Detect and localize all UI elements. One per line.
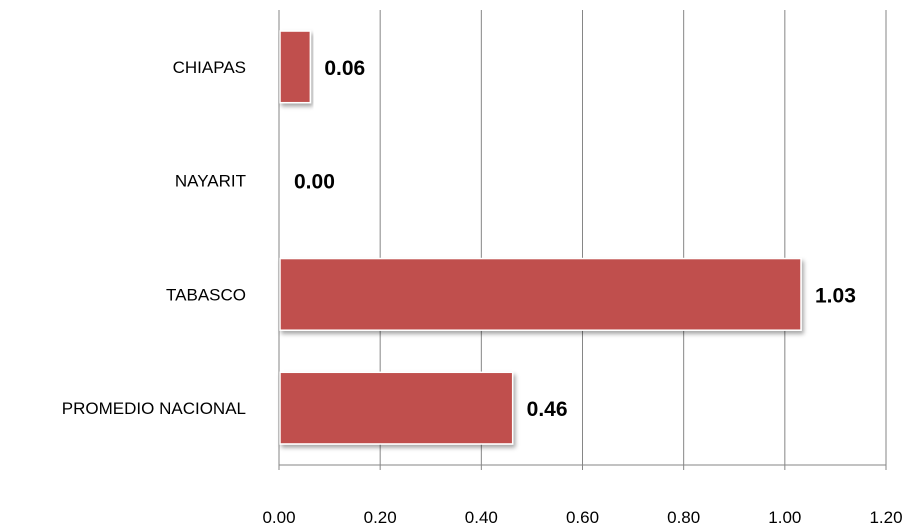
x-tick-label: 0.60 <box>566 508 599 527</box>
data-label: 1.03 <box>815 284 856 307</box>
x-tick-label: 1.00 <box>768 508 801 527</box>
axes <box>278 10 887 470</box>
category-label: CHIAPAS <box>173 58 246 77</box>
labels: 0.00 0.20 0.40 0.60 0.80 1.00 1.20 CHIAPAS 0.06 N… <box>62 57 903 527</box>
category-label: TABASCO <box>166 285 246 304</box>
data-label: 0.06 <box>324 57 365 80</box>
x-tick-label: 0.20 <box>364 508 397 527</box>
category-label: NAYARIT <box>175 172 246 191</box>
bar <box>279 371 514 445</box>
bars <box>279 30 802 445</box>
x-tick-label: 0.40 <box>465 508 498 527</box>
bar <box>279 30 312 104</box>
bar <box>279 257 802 331</box>
x-tick-label: 0.80 <box>667 508 700 527</box>
data-label: 0.46 <box>527 398 568 421</box>
category-label: PROMEDIO NACIONAL <box>62 399 246 418</box>
x-tick-label: 1.20 <box>869 508 902 527</box>
x-tick-label: 0.00 <box>262 508 295 527</box>
data-label: 0.00 <box>294 171 335 194</box>
